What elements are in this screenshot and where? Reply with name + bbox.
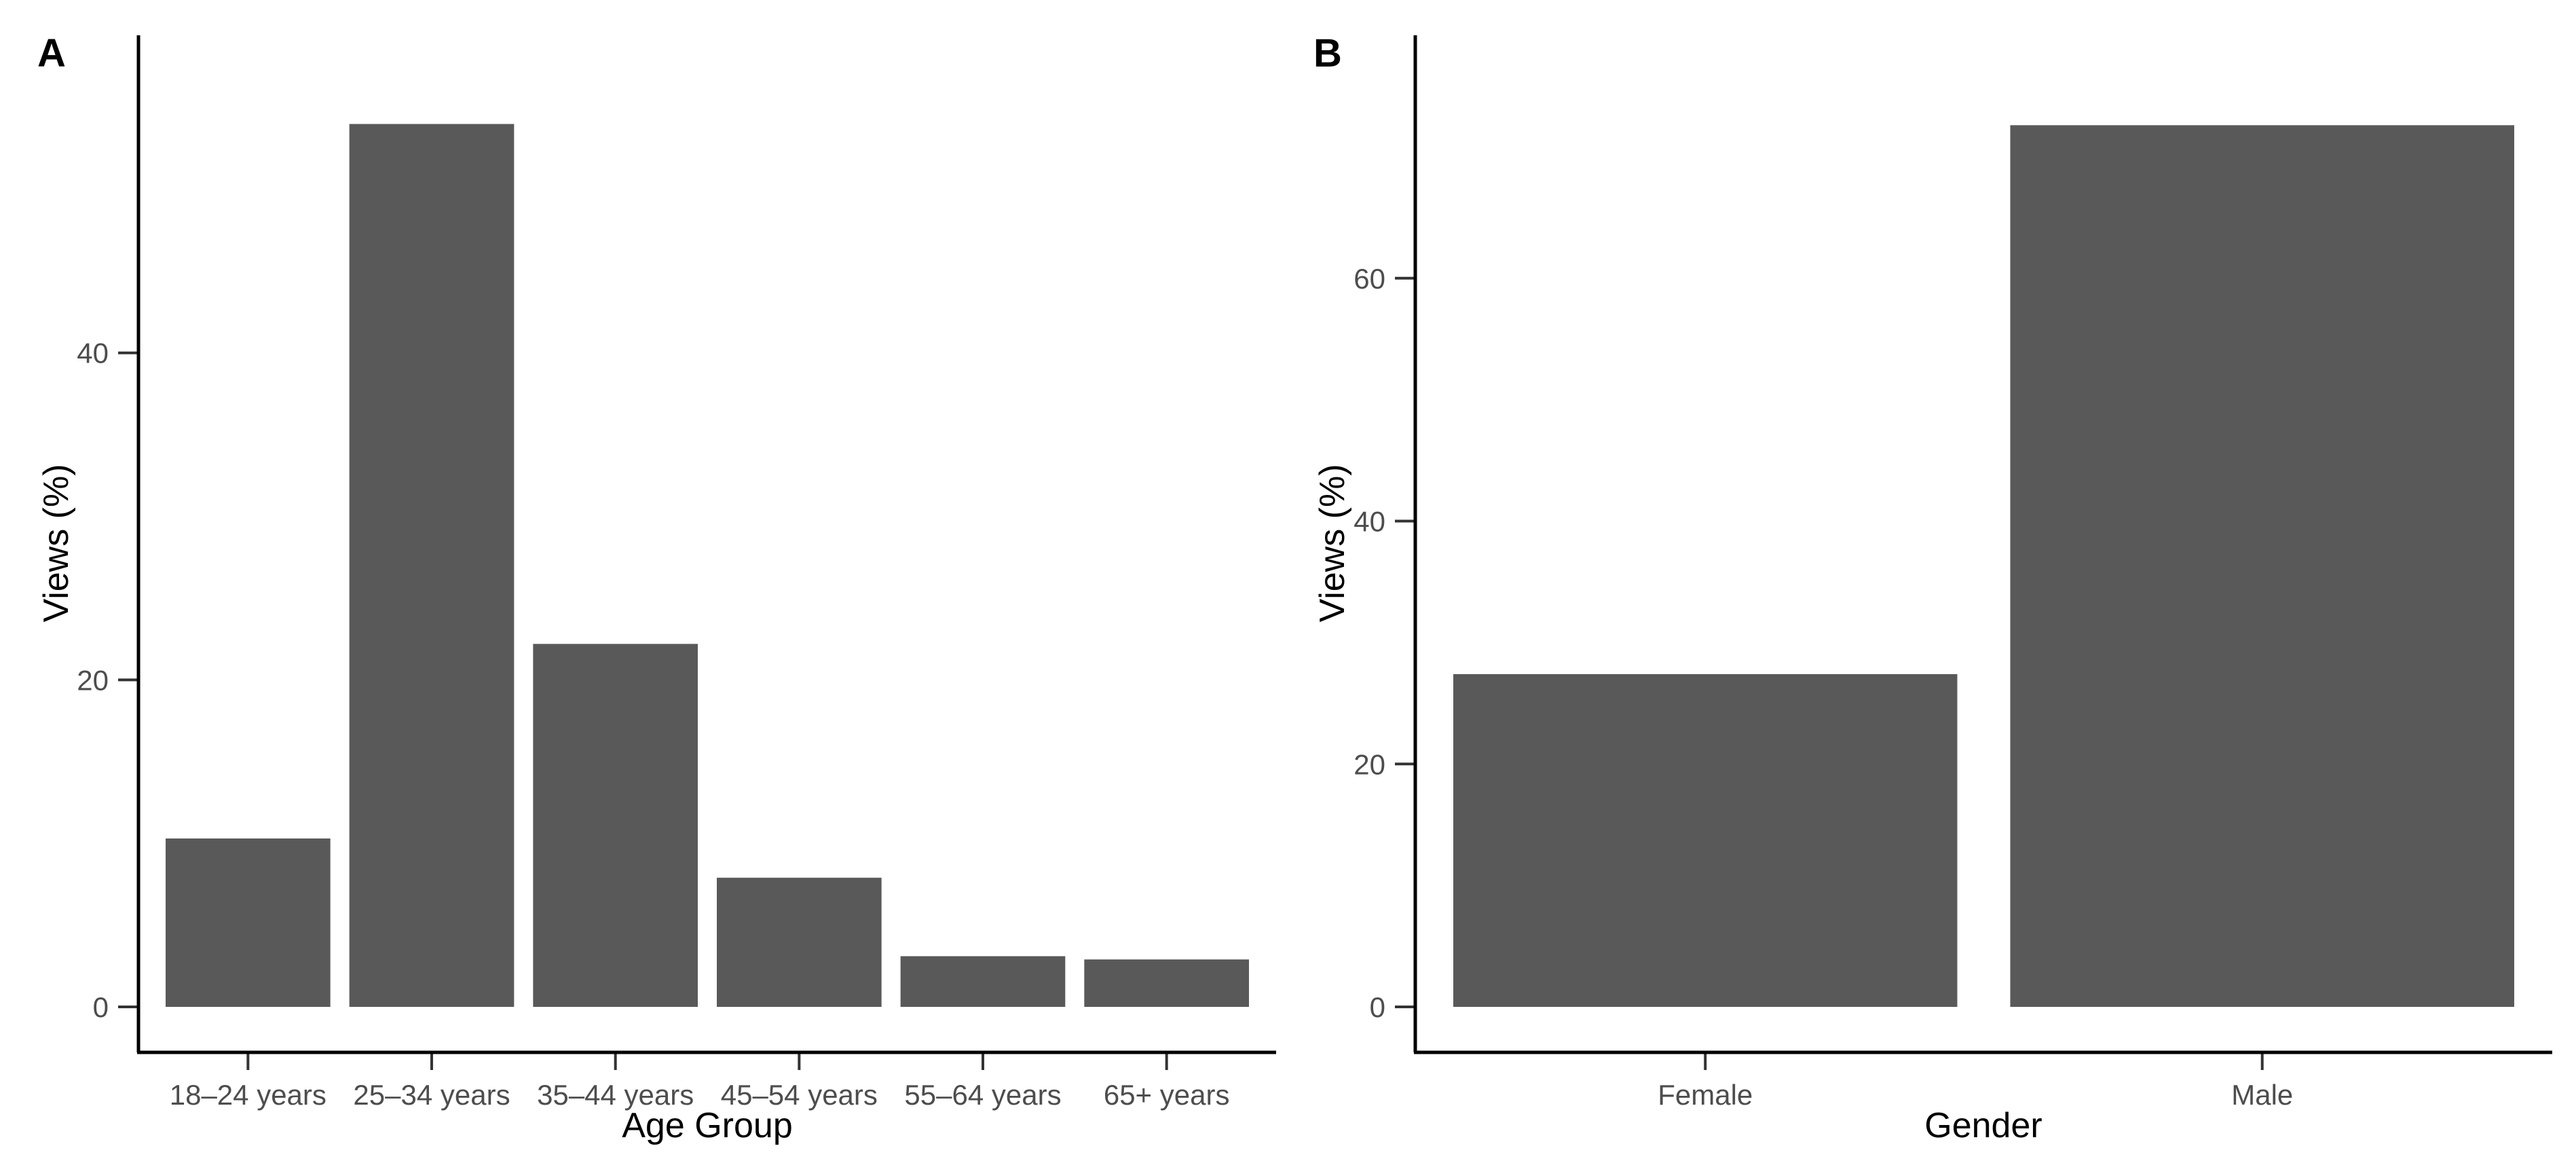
bar [166, 838, 331, 1007]
y-tick-label: 20 [77, 664, 109, 696]
panel-a-y-axis-title: Views (%) [37, 464, 76, 622]
x-tick-label: Male [2231, 1079, 2293, 1111]
panel-a: A 0 20 40 18–24 years 25–34 years 35–44 year… [37, 31, 1276, 1145]
x-tick-label: Female [1658, 1079, 1753, 1111]
panel-a-x-ticks: 18–24 years 25–34 years 35–44 years 45–54 y… [170, 1052, 1230, 1111]
panel-b-label: B [1313, 31, 1342, 75]
x-tick-label: 45–54 years [721, 1079, 878, 1111]
x-tick-label: 35–44 years [537, 1079, 694, 1111]
y-tick-label: 20 [1354, 748, 1385, 780]
y-tick-label: 40 [77, 337, 109, 369]
x-tick-label: 18–24 years [170, 1079, 326, 1111]
panel-b-y-ticks: 0 20 40 60 [1354, 263, 1415, 1023]
panel-b-y-axis-title: Views (%) [1313, 464, 1352, 622]
panel-a-x-axis-title: Age Group [622, 1106, 793, 1145]
panel-a-bars [166, 124, 1249, 1007]
y-tick-label: 40 [1354, 506, 1385, 538]
panel-b-x-ticks: Female Male [1658, 1052, 2293, 1111]
y-tick-label: 0 [1370, 991, 1385, 1023]
y-tick-label: 0 [93, 991, 109, 1023]
panel-b: B 0 20 40 60 Female Male Gender Views (%) [1313, 31, 2552, 1145]
x-tick-label: 55–64 years [904, 1079, 1061, 1111]
y-tick-label: 60 [1354, 263, 1385, 295]
bar [717, 877, 882, 1007]
x-tick-label: 65+ years [1104, 1079, 1230, 1111]
bar [1453, 674, 1958, 1007]
panel-a-y-ticks: 0 20 40 [77, 337, 138, 1023]
bar [349, 124, 515, 1007]
x-tick-label: 25–34 years [353, 1079, 510, 1111]
bar [533, 644, 698, 1007]
panel-b-bars [1453, 125, 2514, 1008]
bar [1084, 959, 1249, 1007]
bar [2010, 125, 2514, 1008]
bar [900, 956, 1066, 1007]
panel-a-label: A [37, 31, 66, 75]
panel-b-x-axis-title: Gender [1924, 1106, 2042, 1145]
